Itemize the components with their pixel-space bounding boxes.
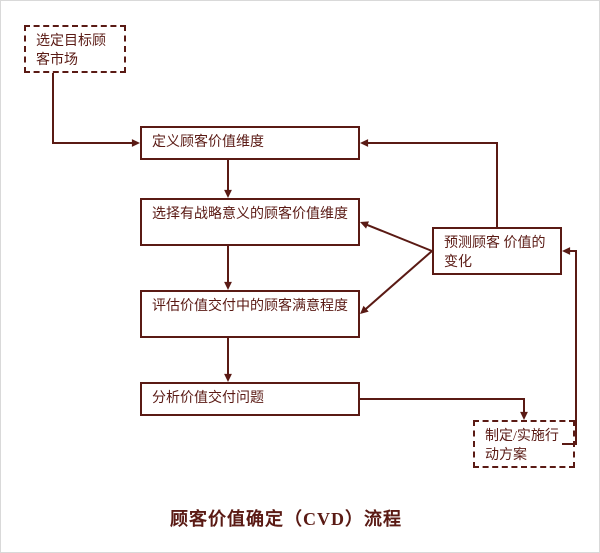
node-label: 定义顾客价值维度 <box>152 135 264 150</box>
node-label: 制定/实施行动方案 <box>485 429 559 463</box>
node-label: 选择有战略意义的顾客价值维度 <box>152 207 348 222</box>
node-evaluate-satisfaction: 评估价值交付中的顾客满意程度 <box>140 290 360 338</box>
node-select-target-market: 选定目标顾客市场 <box>24 25 126 73</box>
node-predict-value-change: 预测顾客 价值的变化 <box>432 227 562 275</box>
node-label: 分析价值交付问题 <box>152 391 264 406</box>
node-action-plan: 制定/实施行动方案 <box>473 420 575 468</box>
chart-title-text: 顾客价值确定（CVD）流程 <box>170 509 402 529</box>
node-label: 选定目标顾客市场 <box>36 34 106 68</box>
outer-frame <box>0 0 600 553</box>
arrow-layer <box>0 0 600 553</box>
node-label: 评估价值交付中的顾客满意程度 <box>152 299 348 314</box>
node-define-value-dimensions: 定义顾客价值维度 <box>140 126 360 160</box>
node-select-strategic-dimensions: 选择有战略意义的顾客价值维度 <box>140 198 360 246</box>
node-analyze-delivery-issues: 分析价值交付问题 <box>140 382 360 416</box>
node-label: 预测顾客 价值的变化 <box>444 236 546 270</box>
chart-title: 顾客价值确定（CVD）流程 <box>170 505 402 531</box>
